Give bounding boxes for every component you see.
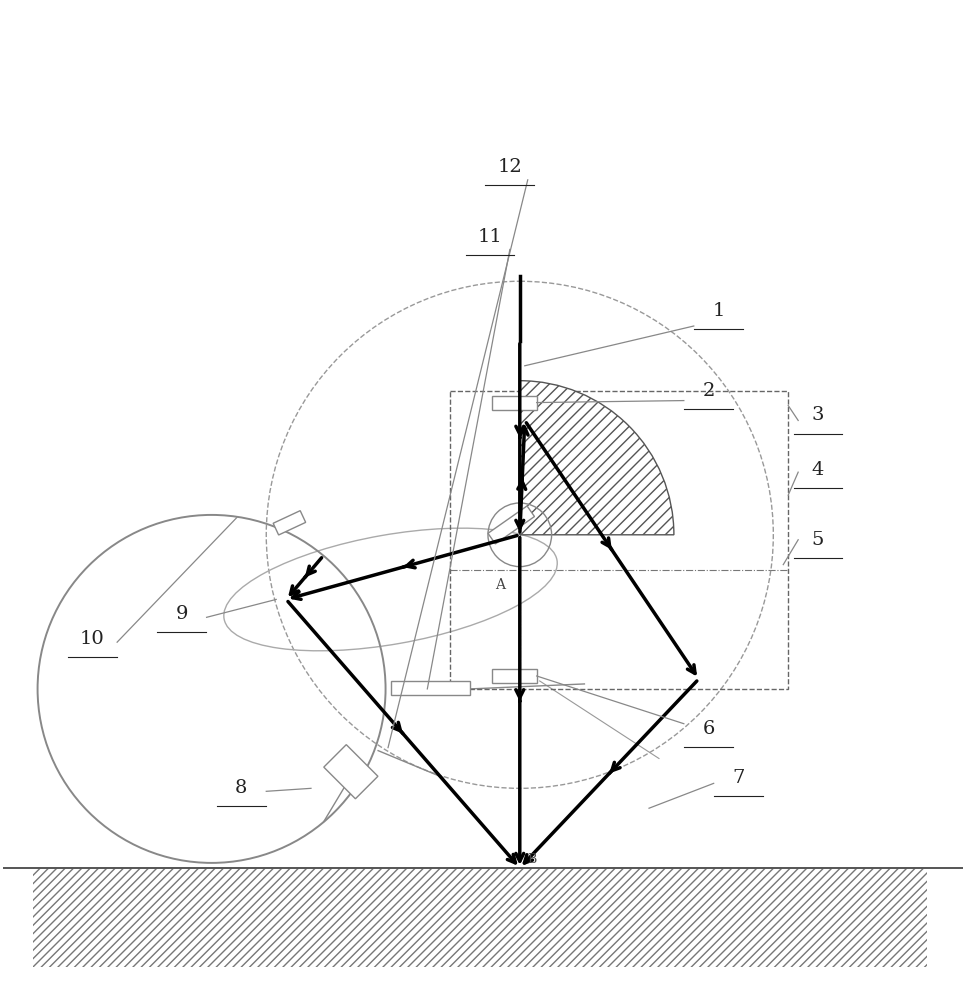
Text: B: B (527, 853, 537, 866)
Bar (33, 868, 927, 967)
Text: 11: 11 (477, 228, 502, 246)
Bar (273, 511, 305, 535)
Bar (488, 506, 534, 544)
Text: 8: 8 (235, 779, 247, 797)
Bar (390, 681, 470, 695)
Text: 7: 7 (732, 769, 745, 787)
Text: 10: 10 (80, 630, 104, 648)
Text: 3: 3 (811, 406, 824, 424)
Text: 6: 6 (702, 720, 715, 738)
Bar (492, 396, 537, 410)
Text: 9: 9 (176, 605, 188, 623)
Text: A: A (495, 578, 505, 592)
Text: 4: 4 (811, 461, 824, 479)
Text: 1: 1 (713, 302, 724, 320)
Wedge shape (520, 381, 674, 535)
Text: 2: 2 (702, 382, 715, 400)
Text: 12: 12 (497, 158, 523, 176)
Bar (492, 669, 537, 683)
Text: 5: 5 (811, 531, 824, 549)
Bar (450, 391, 788, 689)
Bar (324, 745, 378, 799)
